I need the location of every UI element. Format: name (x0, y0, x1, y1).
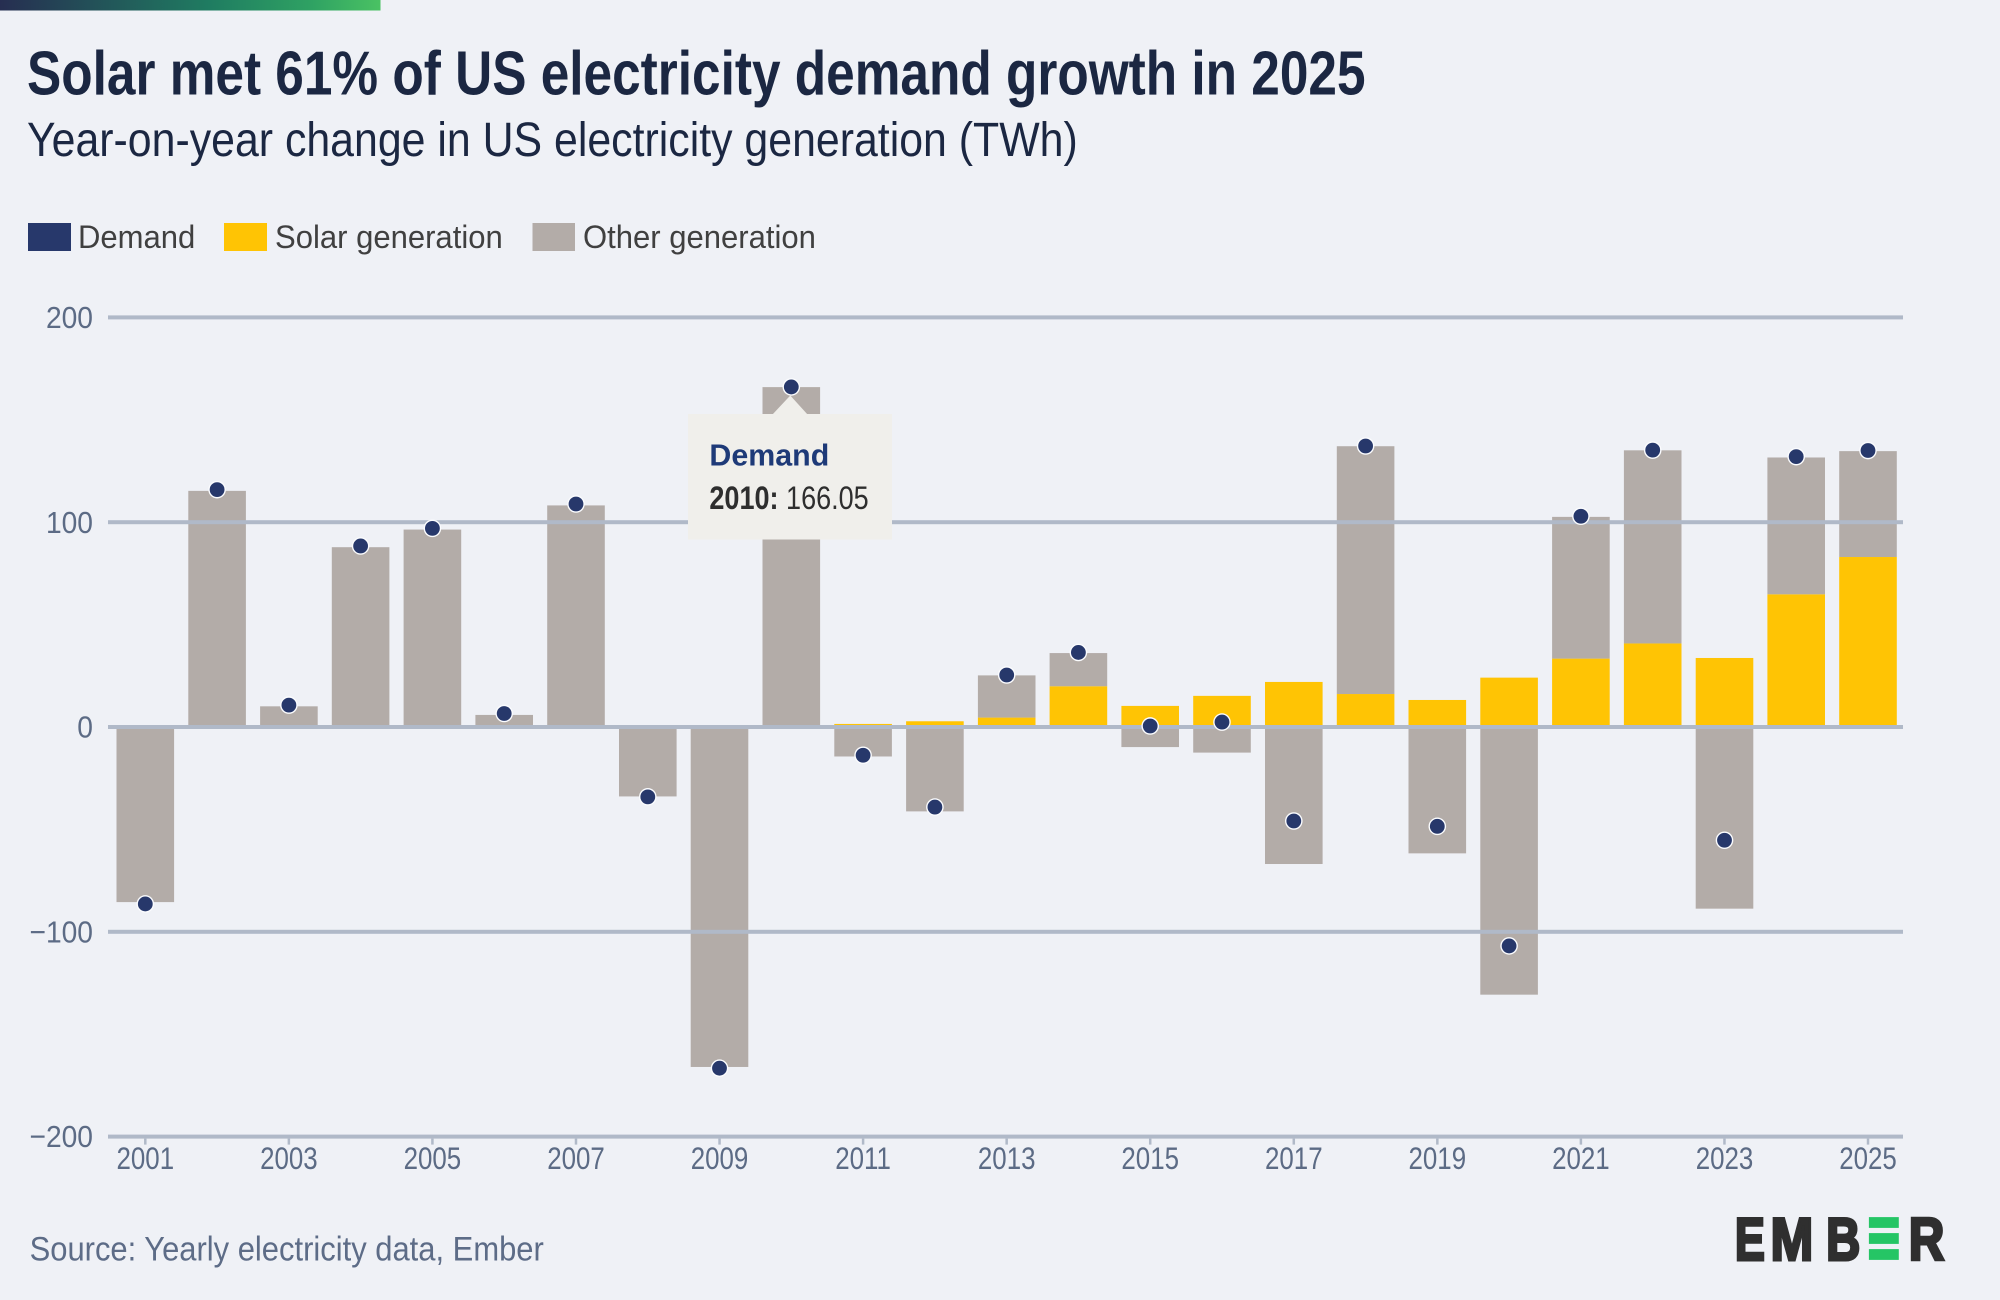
svg-text:100: 100 (46, 506, 93, 541)
svg-text:Other generation: Other generation (583, 219, 816, 256)
svg-text:2010: 166.05: 2010: 166.05 (709, 481, 868, 517)
svg-text:2013: 2013 (978, 1142, 1036, 1177)
svg-text:2007: 2007 (547, 1142, 605, 1177)
svg-text:2005: 2005 (404, 1142, 462, 1177)
svg-text:Demand: Demand (709, 437, 829, 472)
svg-text:B: B (1826, 1207, 1860, 1274)
svg-text:2003: 2003 (260, 1142, 318, 1177)
svg-text:2021: 2021 (1552, 1142, 1610, 1177)
svg-text:2019: 2019 (1409, 1142, 1467, 1177)
svg-text:−200: −200 (29, 1120, 93, 1155)
svg-text:2001: 2001 (116, 1142, 174, 1177)
svg-text:Year-on-year change in US elec: Year-on-year change in US electricity ge… (27, 113, 1078, 167)
svg-text:2011: 2011 (835, 1142, 891, 1177)
svg-text:2025: 2025 (1839, 1142, 1897, 1177)
svg-text:Demand: Demand (78, 219, 195, 256)
svg-text:2009: 2009 (691, 1142, 749, 1177)
svg-text:R: R (1909, 1205, 1945, 1273)
svg-text:Solar generation: Solar generation (275, 219, 503, 256)
svg-text:2017: 2017 (1265, 1142, 1323, 1177)
svg-text:200: 200 (46, 301, 93, 336)
svg-text:−100: −100 (29, 915, 93, 950)
svg-text:0: 0 (77, 710, 93, 745)
svg-text:Source: Yearly electricity dat: Source: Yearly electricity data, Ember (30, 1229, 544, 1268)
svg-text:M: M (1771, 1205, 1814, 1273)
svg-text:2015: 2015 (1121, 1142, 1179, 1177)
svg-text:2023: 2023 (1696, 1142, 1754, 1177)
svg-text:E: E (1735, 1207, 1765, 1274)
svg-text:Solar met 61% of US electricit: Solar met 61% of US electricity demand g… (27, 39, 1366, 109)
